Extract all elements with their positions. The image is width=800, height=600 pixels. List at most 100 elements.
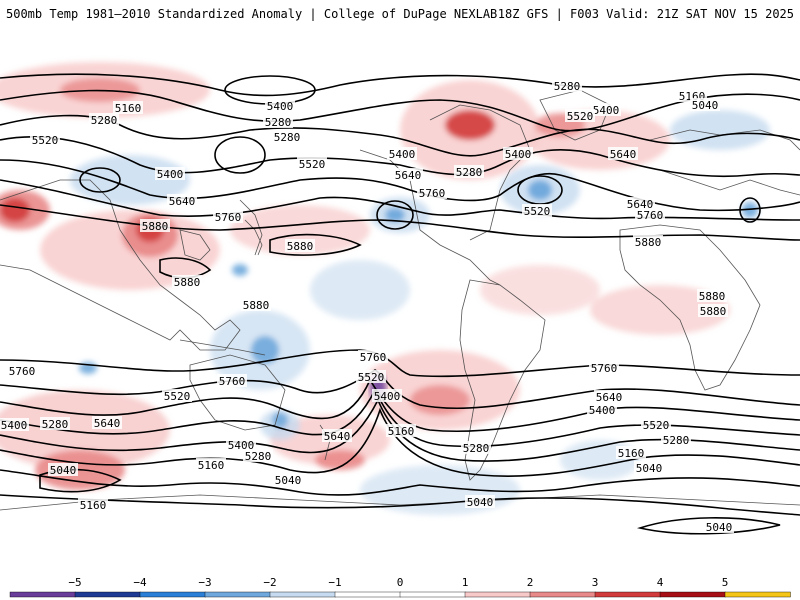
- contour-label: 5400: [389, 148, 416, 161]
- contour-label-bg: [661, 433, 691, 446]
- contour-label: 5760: [219, 375, 246, 388]
- contour-label: 5880: [142, 220, 169, 233]
- weather-map[interactable]: 5160 5280 5400 5280 5280 5520 5400 5520 5640 5760…: [0, 30, 800, 558]
- contour-label-bg: [48, 463, 78, 476]
- contour-label-bg: [641, 418, 671, 431]
- contour-label: 5040: [467, 496, 494, 509]
- contour-label: 5520: [567, 110, 594, 123]
- colorbar-swatch: [139, 591, 206, 598]
- contour-label: 5640: [610, 148, 637, 161]
- contour-label: 5280: [42, 418, 69, 431]
- contour-label-bg: [172, 275, 202, 288]
- contour-label-bg: [594, 390, 624, 403]
- contour-label: 5880: [287, 240, 314, 253]
- contour-label: 5040: [706, 521, 733, 534]
- colorbar-tick-label: 5: [722, 576, 729, 589]
- contour-label: 5280: [245, 450, 272, 463]
- contour-label-bg: [372, 389, 402, 402]
- contour-label: 5280: [265, 116, 292, 129]
- contour-label: 5640: [395, 169, 422, 182]
- contour-label: 5760: [9, 365, 36, 378]
- contour-label-bg: [634, 461, 664, 474]
- colorbar-swatch: [9, 591, 76, 598]
- colorbar-swatch: [659, 591, 726, 598]
- contour-label: 5880: [699, 290, 726, 303]
- contour-label: 5280: [91, 114, 118, 127]
- colorbar-swatch: [204, 591, 271, 598]
- colorbar-tick-label: −3: [198, 576, 211, 589]
- contour-label-bg: [78, 498, 108, 511]
- contour-label: 5880: [243, 299, 270, 312]
- colorbar-tick-label: −4: [133, 576, 147, 589]
- contour-label: 5520: [299, 158, 326, 171]
- colorbar-swatches: [9, 591, 791, 598]
- contour-label-bg: [625, 197, 655, 210]
- contour-label: 5640: [324, 430, 351, 443]
- contour-label-bg: [40, 417, 70, 430]
- colorbar-tick-label: 2: [527, 576, 534, 589]
- contour-label-bg: [387, 147, 417, 160]
- contour-label: 5640: [596, 391, 623, 404]
- anomaly-colorbar: −5 −4 −3 −2 −1 0 1 2 3 4 5: [0, 572, 800, 600]
- contour-label: 5520: [164, 390, 191, 403]
- contour-label-bg: [285, 239, 315, 252]
- contour-label-bg: [386, 424, 416, 437]
- colorbar-ticks: −5 −4 −3 −2 −1 0 1 2 3 4 5: [68, 576, 728, 589]
- contour-label-bg: [273, 473, 303, 486]
- contour-label: 5160: [618, 447, 645, 460]
- contour-label: 5400: [267, 100, 294, 113]
- contour-label-bg: [465, 495, 495, 508]
- colorbar-swatch: [529, 591, 596, 598]
- contour-label-bg: [522, 204, 552, 217]
- colorbar-tick-label: 1: [462, 576, 469, 589]
- contour-label: 5400: [374, 390, 401, 403]
- contour-label-bg: [162, 389, 192, 402]
- colorbar-swatch: [269, 591, 336, 598]
- contour-label-bg: [552, 79, 582, 92]
- contour-label: 5280: [274, 131, 301, 144]
- contour-label: 5160: [115, 102, 142, 115]
- colorbar-swatch: [399, 591, 466, 598]
- contour-label-bg: [697, 289, 727, 302]
- contour-label: 5280: [554, 80, 581, 93]
- colorbar-tick-label: −5: [68, 576, 81, 589]
- contour-label-bg: [322, 429, 352, 442]
- contour-label: 5640: [627, 198, 654, 211]
- contour-label-bg: [358, 350, 388, 363]
- map-canvas: 5160528054005280528055205400552056405760…: [0, 62, 800, 535]
- contour-label-bg: [7, 364, 37, 377]
- contour-label-bg: [140, 219, 170, 232]
- contour-label: 5280: [663, 434, 690, 447]
- contour-label-bg: [589, 361, 619, 374]
- contour-label-bg: [243, 449, 273, 462]
- contour-label: 5400: [505, 148, 532, 161]
- colorbar-tick-label: 0: [397, 576, 404, 589]
- contour-label-bg: [226, 438, 256, 451]
- contour-label: 5640: [169, 195, 196, 208]
- contour-label-bg: [461, 441, 491, 454]
- contour-label: 5160: [198, 459, 225, 472]
- contour-label-bg: [698, 304, 728, 317]
- contour-label: 5760: [637, 209, 664, 222]
- contour-label-bg: [263, 115, 293, 128]
- contour-label: 5880: [700, 305, 727, 318]
- contour-label: 5400: [589, 404, 616, 417]
- contour-label: 5520: [643, 419, 670, 432]
- contour-label: 5520: [524, 205, 551, 218]
- colorbar-swatch: [724, 591, 791, 598]
- contour-label-bg: [704, 520, 734, 533]
- contour-label: 5400: [228, 439, 255, 452]
- colorbar-swatch: [594, 591, 661, 598]
- contour-label: 5280: [456, 166, 483, 179]
- contour-label-bg: [196, 458, 226, 471]
- contour-label: 5040: [50, 464, 77, 477]
- contour-label: 5640: [94, 417, 121, 430]
- contour-label-bg: [272, 130, 302, 143]
- model-run-info: 18Z GFS | F003 Valid: 21Z SAT NOV 15 202…: [497, 7, 794, 21]
- contour-label-bg: [217, 374, 247, 387]
- contour-label-bg: [635, 208, 665, 221]
- colorbar-swatch: [74, 591, 141, 598]
- contour-label-bg: [297, 157, 327, 170]
- colorbar-swatch: [464, 591, 531, 598]
- contour-label-bg: [393, 168, 423, 181]
